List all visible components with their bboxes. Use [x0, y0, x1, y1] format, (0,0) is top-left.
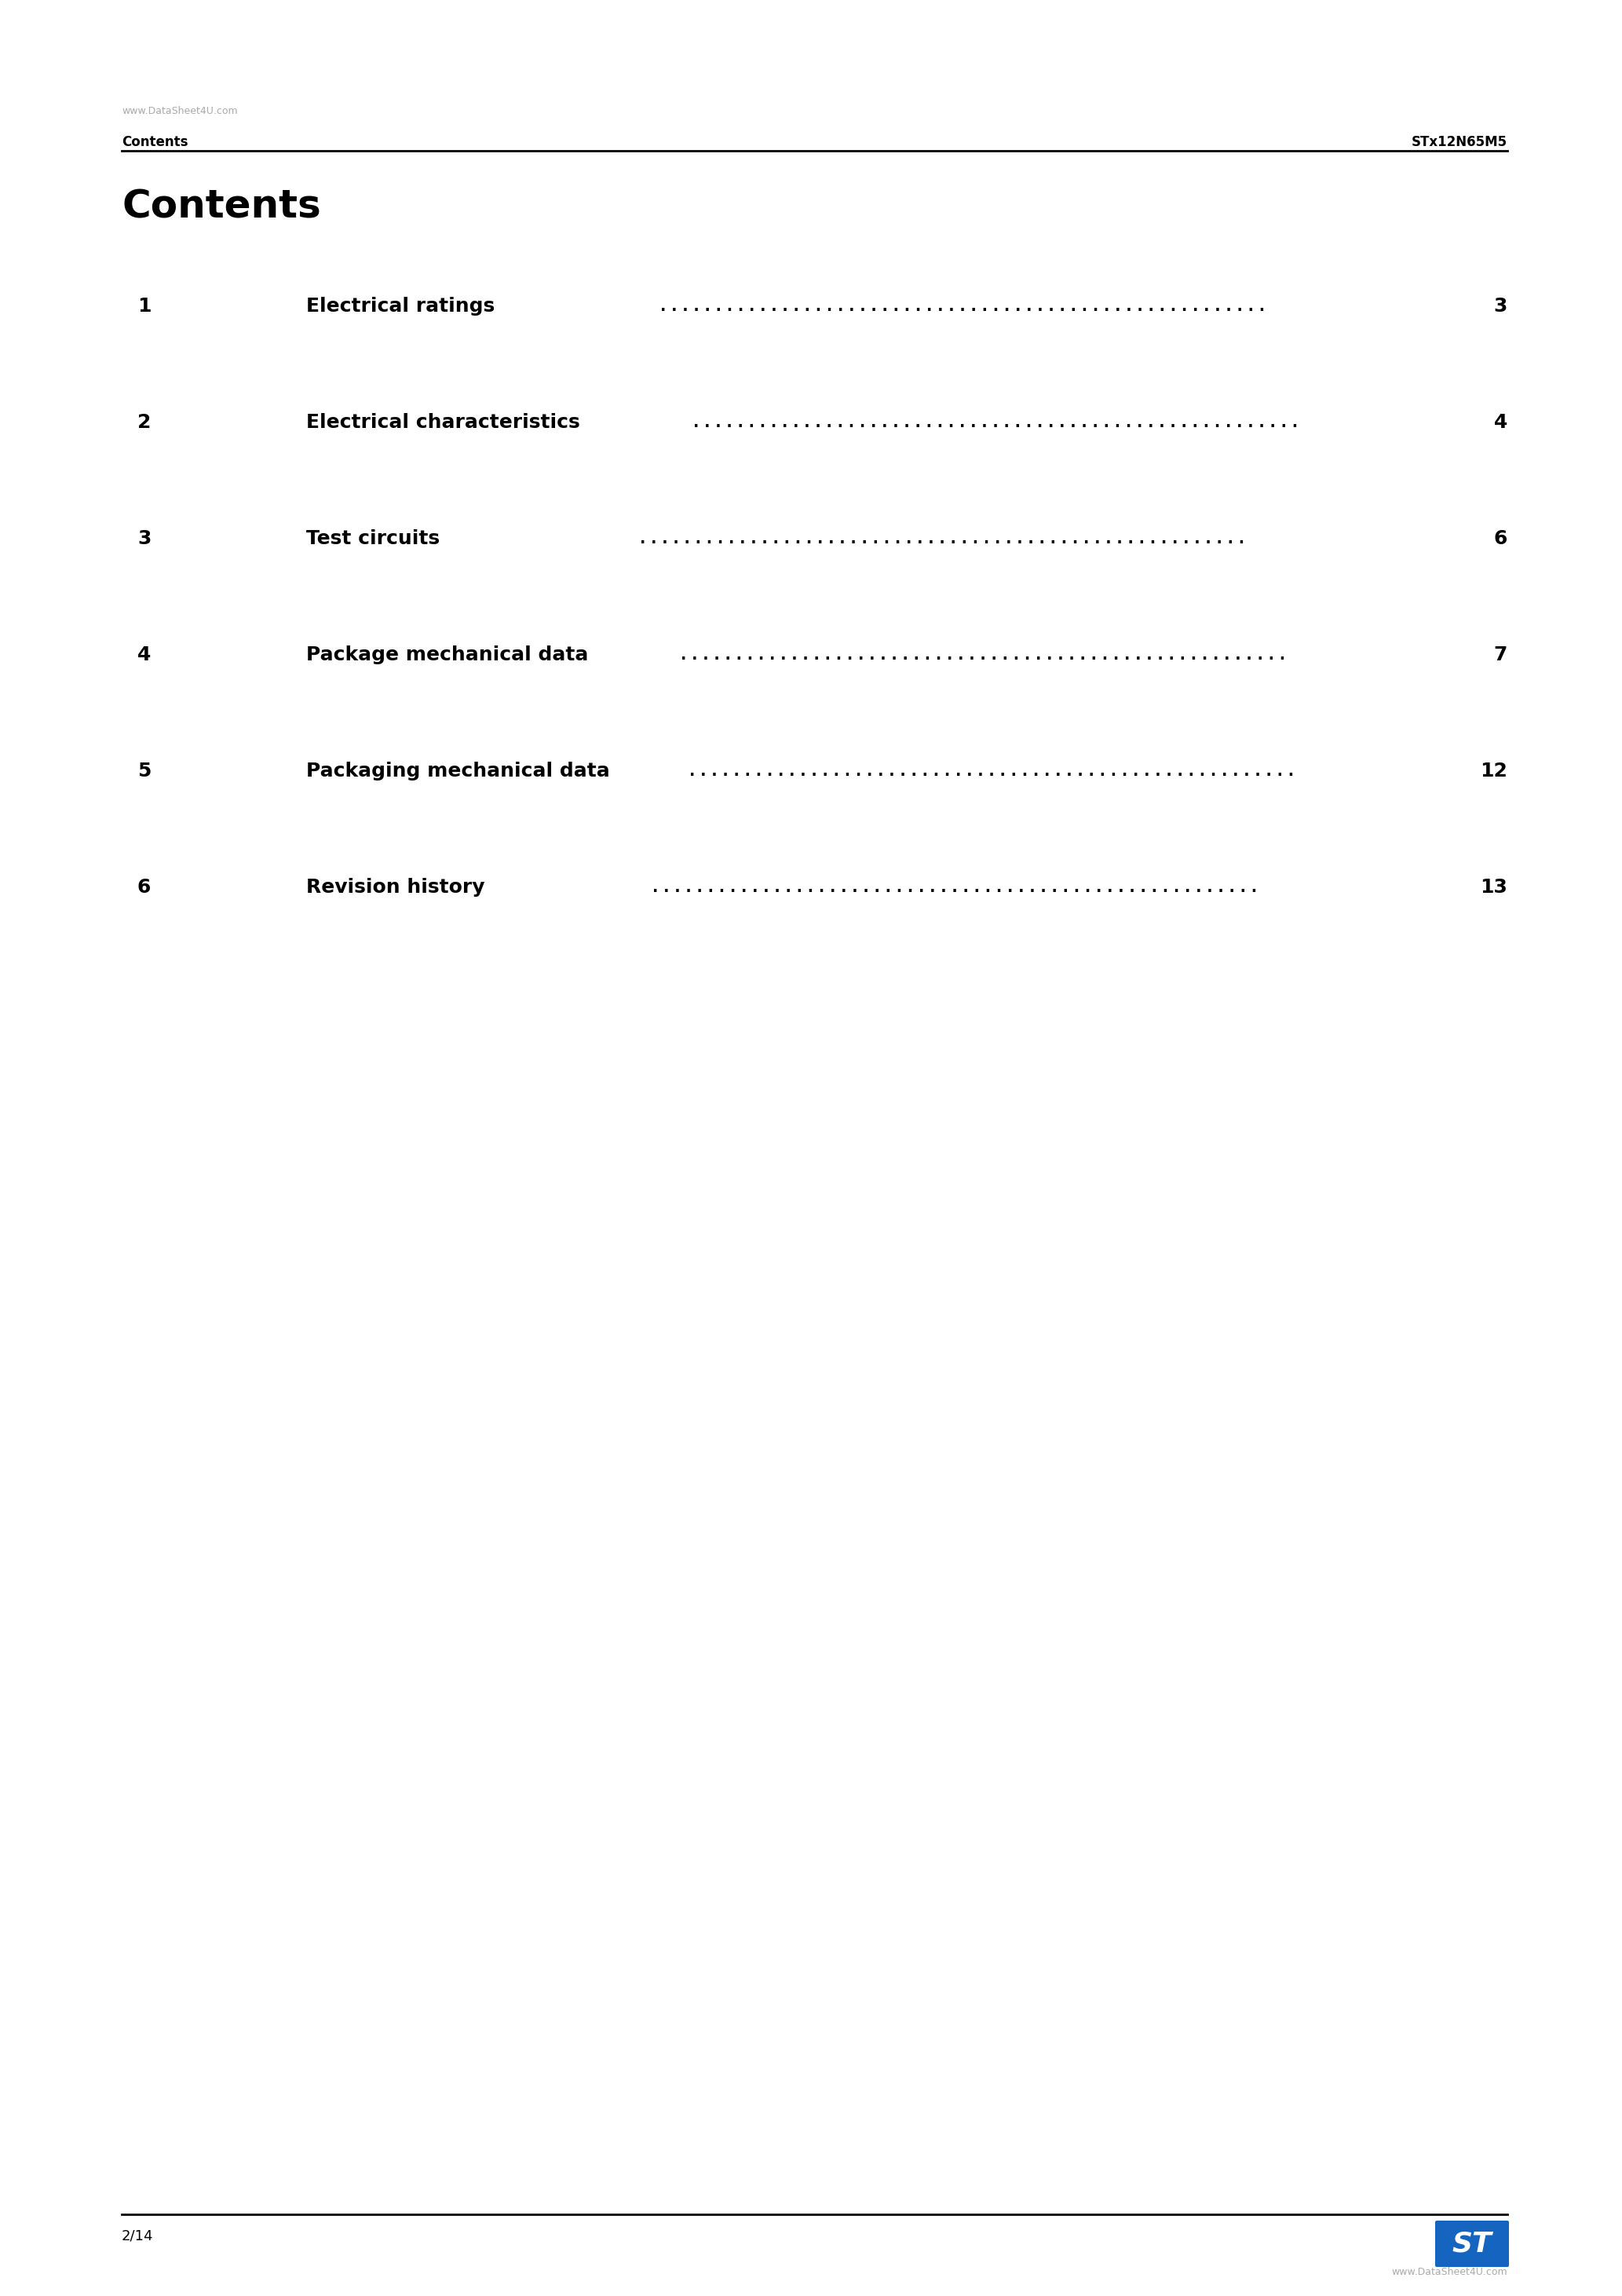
- Text: 3: 3: [138, 530, 151, 549]
- Text: 5: 5: [138, 762, 151, 781]
- Text: Contents: Contents: [122, 135, 188, 149]
- Text: Package mechanical data: Package mechanical data: [307, 645, 589, 664]
- Text: . . . . . . . . . . . . . . . . . . . . . . . . . . . . . . . . . . . . . . . . : . . . . . . . . . . . . . . . . . . . . …: [639, 530, 1249, 546]
- Text: . . . . . . . . . . . . . . . . . . . . . . . . . . . . . . . . . . . . . . . . : . . . . . . . . . . . . . . . . . . . . …: [652, 879, 1262, 895]
- Text: 6: 6: [138, 877, 151, 898]
- Text: . . . . . . . . . . . . . . . . . . . . . . . . . . . . . . . . . . . . . . . . : . . . . . . . . . . . . . . . . . . . . …: [660, 298, 1270, 315]
- Text: 4: 4: [138, 645, 151, 664]
- FancyBboxPatch shape: [1435, 2220, 1508, 2266]
- Text: 7: 7: [1494, 645, 1507, 664]
- Text: 2/14: 2/14: [122, 2229, 154, 2243]
- Text: www.DataSheet4U.com: www.DataSheet4U.com: [122, 106, 237, 117]
- Text: . . . . . . . . . . . . . . . . . . . . . . . . . . . . . . . . . . . . . . . . : . . . . . . . . . . . . . . . . . . . . …: [693, 416, 1302, 429]
- Text: Revision history: Revision history: [307, 877, 485, 898]
- Text: Electrical ratings: Electrical ratings: [307, 296, 495, 315]
- Text: 1: 1: [138, 296, 151, 315]
- Text: 12: 12: [1479, 762, 1507, 781]
- Text: Test circuits: Test circuits: [307, 530, 440, 549]
- Text: . . . . . . . . . . . . . . . . . . . . . . . . . . . . . . . . . . . . . . . . : . . . . . . . . . . . . . . . . . . . . …: [689, 765, 1299, 778]
- Text: Contents: Contents: [122, 188, 321, 225]
- Text: 3: 3: [1494, 296, 1507, 315]
- Text: Electrical characteristics: Electrical characteristics: [307, 413, 581, 432]
- Text: Packaging mechanical data: Packaging mechanical data: [307, 762, 610, 781]
- Text: 4: 4: [1494, 413, 1507, 432]
- Text: www.DataSheet4U.com: www.DataSheet4U.com: [1392, 2266, 1507, 2278]
- Text: . . . . . . . . . . . . . . . . . . . . . . . . . . . . . . . . . . . . . . . . : . . . . . . . . . . . . . . . . . . . . …: [681, 647, 1291, 661]
- Text: 2: 2: [138, 413, 151, 432]
- Text: STx12N65M5: STx12N65M5: [1411, 135, 1507, 149]
- Text: 13: 13: [1479, 877, 1507, 898]
- Text: ST: ST: [1452, 2229, 1492, 2257]
- Text: 6: 6: [1494, 530, 1507, 549]
